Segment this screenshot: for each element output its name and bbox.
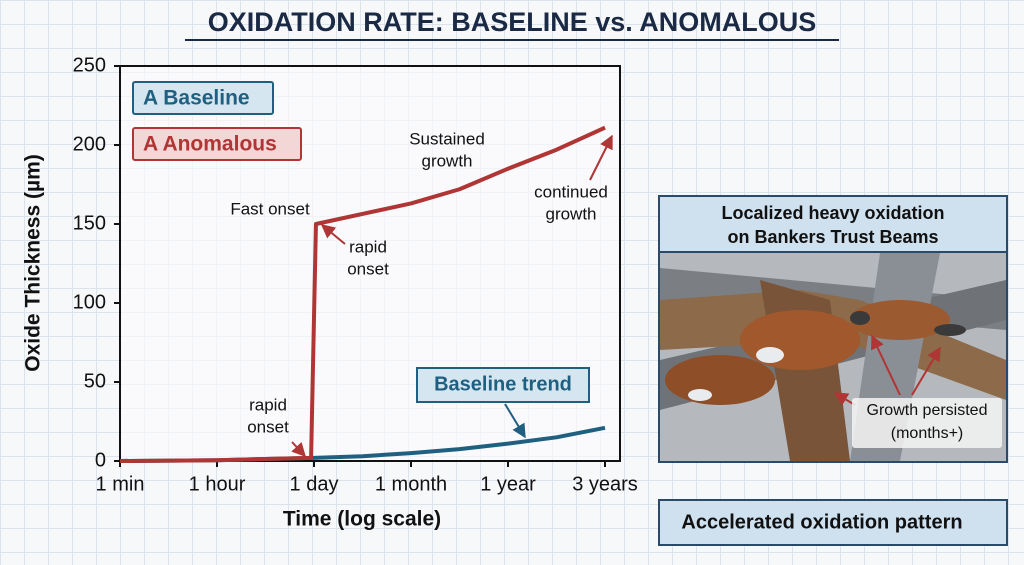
x-tick-label: 1 hour xyxy=(189,473,246,495)
x-axis-title: Time (log scale) xyxy=(283,508,441,531)
callout-text: Growth persisted xyxy=(867,402,988,419)
annotation: Fast onset xyxy=(230,199,310,218)
series-line xyxy=(119,125,606,463)
annotation: growth xyxy=(421,151,472,170)
y-tick-label: 250 xyxy=(73,54,106,76)
y-tick-label: 0 xyxy=(95,449,106,471)
y-tick-label: 150 xyxy=(73,212,106,234)
x-tick-label: 1 day xyxy=(290,473,339,495)
panel-title: on Bankers Trust Beams xyxy=(727,227,938,247)
callout-box xyxy=(852,398,1002,448)
annotation: onset xyxy=(247,417,289,436)
y-axis-title: Oxide Thickness (µm) xyxy=(22,154,45,372)
y-tick-label: 50 xyxy=(84,370,106,392)
annotation: rapid xyxy=(349,237,387,256)
panel-footer: Accelerated oxidation pattern xyxy=(681,511,962,533)
annotation: onset xyxy=(347,259,389,278)
annotation-box xyxy=(416,367,590,403)
callout-arrow xyxy=(833,392,856,406)
annotation: growth xyxy=(545,204,596,223)
callout-text: (months+) xyxy=(891,425,963,442)
legend-label: A Anomalous xyxy=(143,133,277,156)
annotation: rapid xyxy=(249,395,287,414)
legend-box xyxy=(132,81,274,115)
panel-title-box xyxy=(658,195,1008,253)
annotation-arrow xyxy=(504,403,526,439)
callout-arrow xyxy=(871,334,901,396)
x-tick-label: 1 year xyxy=(480,473,536,495)
x-tick-label: 1 min xyxy=(96,473,145,495)
annotation: Baseline trend xyxy=(434,373,572,395)
annotation: continued xyxy=(534,182,608,201)
legend-box xyxy=(132,127,302,161)
chart-title: OXIDATION RATE: BASELINE vs. ANOMALOUS xyxy=(208,7,817,37)
annotation-arrow xyxy=(320,224,346,245)
callout-arrow xyxy=(911,346,941,396)
panel-title: Localized heavy oxidation xyxy=(721,203,944,223)
annotation-arrow xyxy=(589,134,613,181)
annotation-arrow xyxy=(291,441,306,458)
x-tick-label: 1 month xyxy=(375,473,447,495)
annotation: Sustained xyxy=(409,129,485,148)
x-tick-label: 3 years xyxy=(572,473,638,495)
legend-label: A Baseline xyxy=(143,87,250,110)
panel-footer-box xyxy=(658,499,1008,546)
y-tick-label: 200 xyxy=(73,133,106,155)
y-tick-label: 100 xyxy=(73,291,106,313)
